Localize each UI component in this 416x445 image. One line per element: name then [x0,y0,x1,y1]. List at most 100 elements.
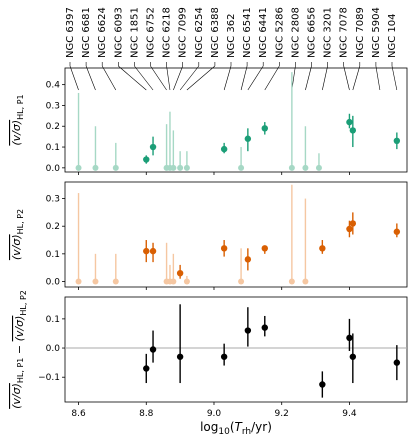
leader-line [134,65,154,91]
y-tick-label: 0.4 [46,81,61,91]
leader-line [166,65,171,91]
y-tick-label: 0.1 [46,250,60,260]
leader-line [223,65,232,91]
galaxy-label: NGC 6752 [146,7,157,58]
leader-line [391,65,398,91]
data-point [393,137,401,144]
data-point [143,156,150,163]
upper-limit-point [288,278,295,285]
x-tick-label: 8.6 [71,409,86,419]
upper-limit-point [112,278,119,285]
upper-limit-point [183,164,190,171]
galaxy-label-layer: NGC 6397 NGC 6681 NGC 6624 NGC 6093 NGC 1851… [65,7,398,91]
y-tick-label: 0.0 [46,277,61,287]
upper-limit-point [75,278,82,285]
leader-line [85,65,96,91]
galaxy-label: NGC 7099 [178,7,189,58]
galaxy-label: NGC 6218 [162,7,173,58]
data-point [220,145,228,153]
data-point [149,143,157,151]
data-point [319,381,326,388]
galaxy-label: NGC 3201 [323,7,334,58]
leader-line [186,65,216,91]
data-point [176,353,184,360]
upper-limit-point [238,278,245,285]
upper-limit-point [183,278,190,285]
upper-limit-point [170,278,177,285]
data-point [319,245,326,252]
leader-line [173,65,183,91]
data-point [261,125,268,132]
galaxy-label: NGC 7078 [339,7,350,58]
upper-limit-point [92,164,99,171]
galaxy-label: NGC 6681 [81,7,92,58]
y-axis-label: (v/σ)HL, P1 − (v/σ)HL, P2 [10,290,28,409]
data-point [346,118,353,126]
axes-frame [64,296,408,403]
leader-line [179,65,200,91]
y-tick-label: −0.1 [38,373,60,383]
y-tick-label: 0.2 [46,222,60,232]
x-tick-label: 9.4 [342,409,357,419]
x-tick-label: 9.2 [275,409,289,419]
axes-frame [64,67,408,173]
leader-line [247,65,264,91]
leader-line [375,65,381,91]
upper-limit-point [177,164,184,171]
data-point [393,228,401,235]
galaxy-label: NGC 7089 [355,7,366,58]
data-point [143,247,150,255]
data-point [349,353,357,360]
galaxy-label: NGC 104 [387,14,398,58]
data-point [149,247,157,255]
y-axis-label: (v/σ)HL, P1 [10,94,25,145]
data-point [149,346,157,353]
galaxy-label: NGC 1851 [129,7,140,58]
upper-limit-point [302,278,309,285]
panel-middle: 0.0 0.1 0.2 0.3 (v/σ)HL, P2 [10,181,408,290]
y-tick-label: 0.3 [46,195,60,205]
data-point [176,269,184,277]
x-axis-label: log10(Trh/yr) [200,420,272,437]
galaxy-label: NGC 6388 [210,7,221,58]
upper-limit-point [92,278,99,285]
data-point [393,359,401,366]
y-tick-label: 0.1 [46,315,60,325]
y-tick-label: 0.0 [46,164,61,174]
leader-line [118,65,147,91]
y-tick-label: 0.3 [46,101,60,111]
leader-line [69,65,79,91]
data-point [349,127,357,134]
leader-line [264,65,280,91]
leader-line [322,65,328,91]
x-tick-label: 8.8 [139,409,154,419]
x-tick-label: 9.0 [207,409,222,419]
panel-top: 0.0 0.1 0.2 0.3 0.4 (v/σ)HL, P1 [10,67,408,175]
galaxy-label: NGC 6397 [65,7,76,58]
leader-line [352,65,361,91]
upper-limit-point [288,164,295,171]
galaxy-label: NGC 6441 [258,7,269,58]
galaxy-label: NGC 6541 [242,7,253,58]
leader-line [101,65,117,91]
galaxy-label: NGC 2808 [290,7,301,58]
panel-bottom: −0.1 0.0 0.1 8.6 8.8 9.0 9.2 9.4 (v/σ)HL, P1 − (… [10,290,408,437]
galaxy-label: NGC 6254 [194,7,205,58]
upper-limit-point [302,164,309,171]
data-point [346,225,353,233]
data-point [244,256,252,263]
y-tick-label: 0.2 [46,122,60,132]
galaxy-label: NGC 5286 [274,7,285,58]
galaxy-label: NGC 5904 [371,7,382,58]
upper-limit-point [238,164,245,171]
data-point [261,245,268,252]
upper-limit-point [315,164,322,171]
upper-limit-point [75,164,82,171]
leader-line [343,65,350,91]
data-point [143,365,150,372]
y-tick-label: 0.1 [46,143,60,153]
axes-frame [64,181,408,288]
galaxy-label: NGC 6093 [113,7,124,58]
galaxy-label: NGC 6656 [307,7,318,58]
